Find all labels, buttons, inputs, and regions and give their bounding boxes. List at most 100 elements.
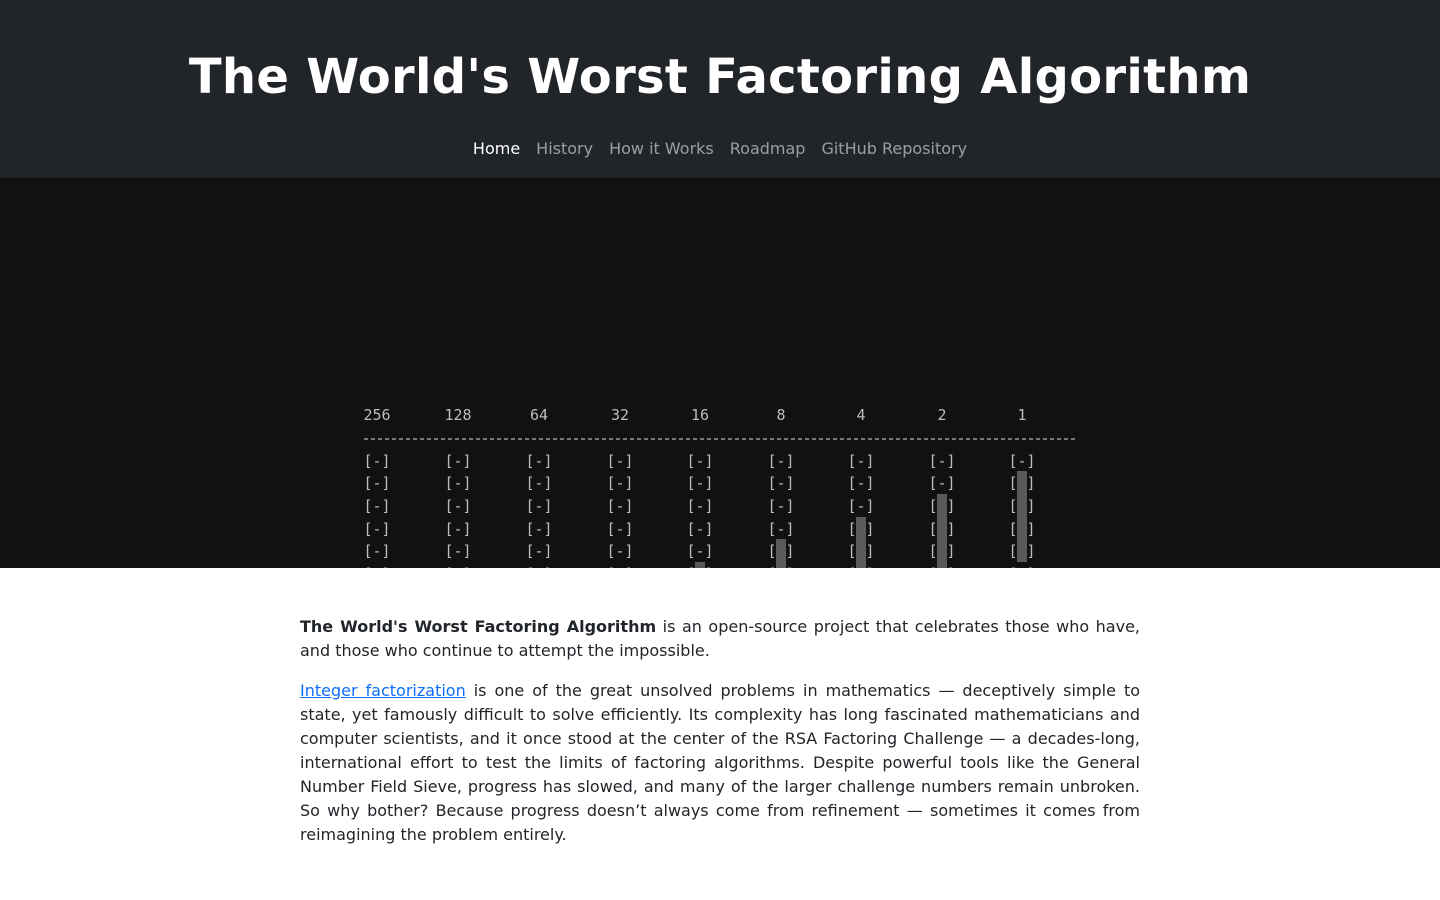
grid-cell-empty: [-] (847, 497, 874, 515)
grid-cell-empty: [-] (767, 520, 794, 538)
grid-cell-right-bracket: ] (865, 565, 874, 568)
factorization-paragraph: Integer factorization is one of the grea… (300, 679, 1140, 847)
column-label-256: 256 (363, 406, 390, 424)
nav-how-it-works[interactable]: How it Works (609, 139, 714, 158)
grid-cell-empty: [-] (686, 452, 713, 470)
grid-cell-empty: [-] (444, 542, 471, 560)
column-label-4: 4 (856, 406, 865, 424)
column-label-2: 2 (937, 406, 946, 424)
grid-cell-empty: [-] (525, 542, 552, 560)
grid-cell-left-bracket: [ (847, 565, 856, 568)
column-label-32: 32 (611, 406, 629, 424)
grid-cell-left-bracket: [ (1008, 497, 1017, 515)
grid-cell-left-bracket: [ (928, 520, 937, 538)
grid-cell-empty: [-] (444, 497, 471, 515)
grid-cell-empty: [-] (606, 497, 633, 515)
grid-cell-left-bracket: [ (767, 565, 776, 568)
grid-cell-empty: [-] (928, 474, 955, 492)
gray-bar (1017, 471, 1027, 562)
gray-bar (776, 539, 786, 568)
hero-visualization: 256 128 64 32 16 8 4 2 1 [-] [-] [-] [-] [-] [-] [-] [-]… (0, 178, 1440, 568)
grid-cell-empty: [-] (525, 452, 552, 470)
grid-cell-right-bracket: ] (946, 497, 955, 515)
column-label-64: 64 (530, 406, 548, 424)
nav-history[interactable]: History (536, 139, 594, 158)
grid-cell-right-bracket: ] (1026, 497, 1035, 515)
grid-cell-right-bracket: ] (1026, 520, 1035, 538)
grid-cell-empty: [-] (847, 452, 874, 470)
gray-bar (695, 562, 705, 568)
grid-cell-left-bracket: [ (686, 565, 695, 568)
grid-cell-right-bracket: ] (1026, 565, 1035, 568)
grid-cell-empty: [-] (606, 565, 633, 568)
grid-cell-empty: [-] (686, 520, 713, 538)
main-content: The World's Worst Factoring Algorithm is… (300, 615, 1140, 863)
column-label-16: 16 (691, 406, 709, 424)
grid-cell-empty: [-] (767, 474, 794, 492)
grid-cell-empty: [-] (847, 474, 874, 492)
grid-cell-empty: [-] (686, 497, 713, 515)
grid-cell-empty: [-] (686, 542, 713, 560)
grid-cell-empty: [-] (363, 565, 390, 568)
grid-cell-empty: [-] (363, 452, 390, 470)
grid-cell-left-bracket: [ (928, 565, 937, 568)
grid-cell-left-bracket: [ (1008, 474, 1017, 492)
grid-cell-right-bracket: ] (865, 520, 874, 538)
column-label-1: 1 (1017, 406, 1026, 424)
grid-cell-empty: [-] (444, 474, 471, 492)
grid-cell-empty: [-] (444, 520, 471, 538)
grid-cell-left-bracket: [ (928, 542, 937, 560)
grid-cell-right-bracket: ] (1026, 542, 1035, 560)
grid-cell-empty: [-] (525, 474, 552, 492)
grid-cell-right-bracket: ] (785, 542, 794, 560)
grid-cell-empty: [-] (686, 474, 713, 492)
grid-cell-right-bracket: ] (704, 565, 713, 568)
integer-factorization-link[interactable]: Integer factorization (300, 681, 466, 700)
gray-bar (937, 494, 947, 568)
grid-cell-left-bracket: [ (847, 542, 856, 560)
grid-cell-empty: [-] (606, 474, 633, 492)
grid-cell-right-bracket: ] (946, 565, 955, 568)
grid-cell-empty: [-] (767, 452, 794, 470)
intro-paragraph: The World's Worst Factoring Algorithm is… (300, 615, 1140, 663)
grid-cell-empty: [-] (525, 565, 552, 568)
nav-home[interactable]: Home (472, 139, 521, 158)
gray-bar (856, 517, 866, 568)
grid-cell-empty: [-] (363, 520, 390, 538)
grid-cell-empty: [-] (1008, 452, 1035, 470)
grid-cell-empty: [-] (606, 520, 633, 538)
column-label-8: 8 (776, 406, 785, 424)
site-header: The World's Worst Factoring Algorithm Ho… (0, 0, 1440, 178)
grid-cell-empty: [-] (444, 565, 471, 568)
factoring-grid-visualization: 256 128 64 32 16 8 4 2 1 [-] [-] [-] [-] [-] [-] [-] [-]… (363, 406, 1076, 568)
main-nav: Home History How it Works Roadmap GitHub… (0, 138, 1440, 160)
grid-cell-right-bracket: ] (946, 520, 955, 538)
grid-cell-left-bracket: [ (1008, 520, 1017, 538)
nav-roadmap[interactable]: Roadmap (729, 139, 806, 158)
factorization-text: is one of the great unsolved problems in… (300, 681, 1141, 844)
grid-cell-empty: [-] (606, 452, 633, 470)
grid-cell-left-bracket: [ (767, 542, 776, 560)
grid-cell-right-bracket: ] (946, 542, 955, 560)
grid-cell-left-bracket: [ (1008, 542, 1017, 560)
site-title: The World's Worst Factoring Algorithm (188, 49, 1252, 105)
grid-cell-right-bracket: ] (785, 565, 794, 568)
nav-github-repository[interactable]: GitHub Repository (821, 139, 968, 158)
grid-cell-left-bracket: [ (1008, 565, 1017, 568)
grid-cell-empty: [-] (928, 452, 955, 470)
grid-cell-empty: [-] (444, 452, 471, 470)
grid-cell-empty: [-] (525, 520, 552, 538)
grid-cell-left-bracket: [ (928, 497, 937, 515)
column-label-128: 128 (444, 406, 471, 424)
grid-cell-right-bracket: ] (1026, 474, 1035, 492)
grid-cell-right-bracket: ] (865, 542, 874, 560)
grid-cell-left-bracket: [ (847, 520, 856, 538)
grid-cell-empty: [-] (525, 497, 552, 515)
grid-cell-empty: [-] (363, 497, 390, 515)
intro-text: is an open-source project that celebrate… (300, 617, 1141, 660)
grid-cell-empty: [-] (363, 474, 390, 492)
grid-cell-empty: [-] (606, 542, 633, 560)
project-name: The World's Worst Factoring Algorithm (300, 617, 657, 636)
grid-cell-empty: [-] (767, 497, 794, 515)
grid-cell-empty: [-] (363, 542, 390, 560)
